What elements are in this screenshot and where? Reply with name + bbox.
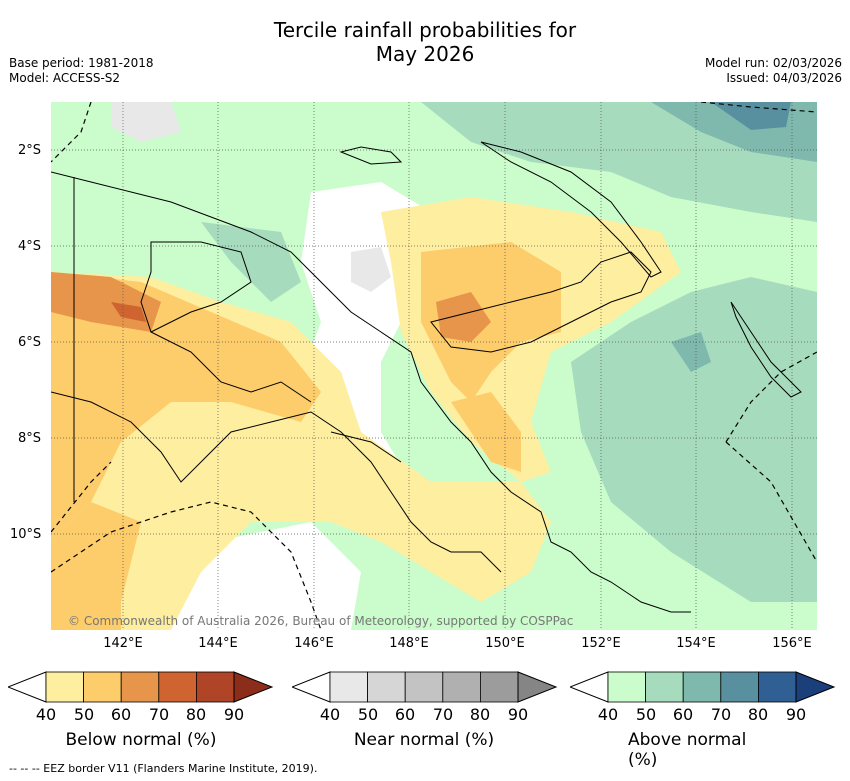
colorbar-swatch	[195, 671, 235, 703]
tick: 60	[672, 705, 694, 724]
copyright-text: © Commonwealth of Australia 2026, Bureau…	[68, 614, 574, 628]
below-70-west	[111, 302, 146, 322]
tick: 40	[35, 705, 57, 724]
lat-label-8s: 8°S	[18, 431, 42, 446]
tick: 70	[710, 705, 732, 724]
tick: 50	[635, 705, 657, 724]
tick: 40	[597, 705, 619, 724]
colorbar-swatch	[83, 671, 122, 703]
below-50-south	[451, 392, 521, 472]
colorbar-swatch	[757, 671, 797, 703]
colorbar-swatch	[442, 671, 481, 703]
lon-label-152e: 152°E	[581, 636, 621, 651]
colorbar-swatch	[479, 671, 519, 703]
lon-label-148e: 148°E	[389, 636, 429, 651]
lon-label-154e: 154°E	[676, 636, 716, 651]
borders	[73, 177, 402, 502]
near-40-1	[351, 247, 391, 292]
colorbar-swatch	[158, 671, 197, 703]
lat-label-6s: 6°S	[18, 335, 42, 350]
model-run: Model run: 02/03/2026	[704, 56, 842, 70]
base-period: Base period: 1981-2018	[9, 56, 154, 70]
chart-title: Tercile rainfall probabilities for May 2…	[0, 18, 850, 66]
lon-label-144e: 144°E	[198, 636, 238, 651]
colorbar-below-title: Below normal (%)	[65, 730, 217, 750]
colorbar-swatch	[682, 671, 722, 703]
colorbar-swatch	[720, 671, 759, 703]
above-50-west	[201, 222, 301, 302]
tick: 80	[469, 705, 491, 724]
lon-label-146e: 146°E	[294, 636, 334, 651]
eez-borders	[51, 102, 817, 630]
colorbar-swatch	[367, 671, 406, 703]
lat-label-10s: 10°S	[10, 527, 42, 542]
below-50-sw	[51, 502, 141, 630]
above-50-east	[571, 277, 817, 602]
colorbar-near	[292, 671, 558, 703]
tick: 80	[185, 705, 207, 724]
tick: 90	[785, 705, 807, 724]
colorbar-above-title: Above normal (%)	[628, 730, 747, 770]
coastlines	[51, 141, 802, 613]
colorbar-below	[8, 671, 274, 703]
lat-label-2s: 2°S	[18, 143, 42, 158]
colorbar-swatch	[120, 671, 160, 703]
colorbar-above	[570, 671, 836, 703]
colorbar-swatch	[45, 671, 84, 703]
tick: 50	[357, 705, 379, 724]
meta-right: Model run: 02/03/2026 Issued: 04/03/2026	[705, 56, 842, 86]
probability-map	[51, 102, 817, 630]
model-name: Model: ACCESS-S2	[9, 71, 121, 85]
tick: 60	[394, 705, 416, 724]
lon-label-150e: 150°E	[485, 636, 525, 651]
tick: 70	[432, 705, 454, 724]
colorbar-swatch	[404, 671, 444, 703]
tick: 90	[223, 705, 245, 724]
eez-footnote: -- -- -- EEZ border V11 (Flanders Marine…	[9, 762, 318, 775]
tick: 70	[148, 705, 170, 724]
tick: 60	[110, 705, 132, 724]
title-line-2: May 2026	[375, 42, 475, 66]
tick: 50	[73, 705, 95, 724]
below-60-central	[436, 292, 491, 342]
colorbar-swatch	[329, 671, 368, 703]
lon-label-156e: 156°E	[772, 636, 812, 651]
colorbar-swatch	[645, 671, 684, 703]
above-70-north	[711, 102, 791, 130]
below-50-west	[51, 272, 321, 542]
lon-label-142e: 142°E	[103, 636, 143, 651]
issued-date: Issued: 04/03/2026	[726, 71, 842, 85]
tick: 90	[507, 705, 529, 724]
tick: 40	[319, 705, 341, 724]
colorbar-near-title: Near normal (%)	[353, 730, 495, 750]
title-line-1: Tercile rainfall probabilities for	[273, 18, 577, 42]
colorbar-swatch	[607, 671, 646, 703]
meta-left: Base period: 1981-2018 Model: ACCESS-S2	[9, 56, 154, 86]
near-40-2	[111, 102, 181, 142]
tick: 80	[747, 705, 769, 724]
lat-label-4s: 4°S	[18, 239, 42, 254]
